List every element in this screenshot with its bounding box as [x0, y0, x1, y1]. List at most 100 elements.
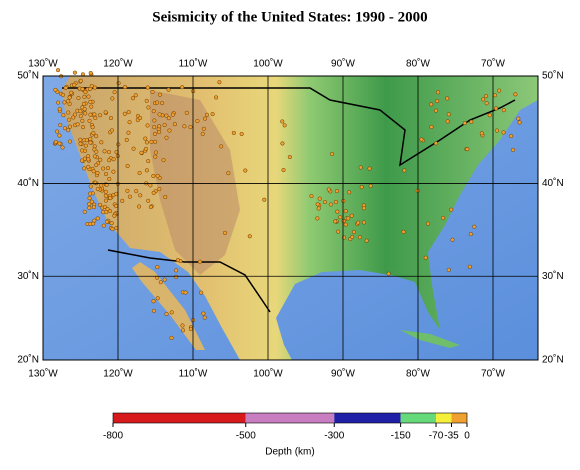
- earthquake-dot: [487, 113, 492, 118]
- earthquake-dot: [91, 221, 96, 226]
- earthquake-dot: [510, 147, 516, 152]
- earthquake-dot: [63, 85, 68, 90]
- earthquake-dot: [80, 125, 86, 130]
- earthquake-dot: [155, 265, 160, 270]
- earthquake-dot: [197, 259, 203, 264]
- earthquake-dot: [88, 136, 93, 141]
- x-tick-label: 70˚W: [481, 58, 505, 70]
- earthquake-dot: [162, 277, 167, 282]
- earthquake-dot: [164, 312, 169, 317]
- earthquake-dot: [144, 98, 149, 103]
- earthquake-dot: [440, 215, 446, 220]
- x-tick-label: 80˚W: [406, 58, 430, 70]
- earthquake-dot: [152, 125, 157, 130]
- earthquake-dot: [67, 139, 73, 144]
- earthquake-dot: [494, 128, 500, 133]
- earthquake-dot: [167, 128, 172, 133]
- earthquake-dot: [357, 235, 362, 240]
- colorbar-tick-label: -800: [103, 431, 123, 442]
- earthquake-dot: [201, 311, 206, 316]
- earthquake-dot: [81, 101, 87, 106]
- x-tick-label: 90˚W: [331, 368, 355, 380]
- earthquake-dot: [82, 166, 87, 171]
- earthquake-dot: [188, 125, 193, 130]
- earthquake-dot: [72, 70, 77, 75]
- earthquake-dot: [66, 128, 71, 133]
- earthquake-dot: [104, 219, 109, 224]
- earthquake-dot: [83, 89, 88, 95]
- earthquake-dot: [148, 204, 153, 210]
- earthquake-dot: [315, 216, 320, 221]
- earthquake-dot: [217, 80, 222, 85]
- earthquake-dot: [157, 187, 162, 192]
- colorbar-tick-label: -35: [444, 431, 459, 442]
- earthquake-dot: [231, 130, 236, 136]
- earthquake-dot: [419, 137, 424, 142]
- earthquake-dot: [316, 206, 321, 211]
- earthquake-dot: [152, 118, 157, 123]
- earthquake-dot: [368, 183, 373, 188]
- earthquake-dot: [202, 116, 208, 121]
- earthquake-dot: [88, 191, 93, 196]
- earthquake-dot: [94, 134, 99, 139]
- earthquake-dot: [97, 113, 103, 118]
- earthquake-dot: [361, 220, 367, 225]
- earthquake-dot: [143, 136, 148, 141]
- earthquake-dot: [423, 255, 428, 260]
- earthquake-dot: [130, 96, 135, 101]
- colorbar-segment: [334, 413, 401, 423]
- x-tick-label: 130˚W: [28, 368, 58, 380]
- earthquake-dot: [76, 95, 81, 101]
- earthquake-dot: [433, 141, 439, 146]
- earthquake-dot: [80, 86, 85, 92]
- earthquake-dot: [280, 141, 285, 146]
- colorbar-segment: [400, 413, 437, 423]
- earthquake-dot: [351, 229, 357, 235]
- earthquake-dot: [111, 169, 116, 174]
- earthquake-dot: [188, 326, 193, 332]
- map-frame: [42, 75, 539, 361]
- map-area: [43, 76, 538, 360]
- earthquake-dot: [87, 196, 92, 201]
- earthquake-dot: [341, 219, 346, 224]
- earthquake-dot: [386, 271, 391, 276]
- y-tick-label: 30˚N: [542, 270, 564, 282]
- earthquake-dot: [336, 229, 341, 234]
- earthquake-dot: [163, 194, 168, 200]
- earthquake-dot: [91, 169, 96, 174]
- earthquake-dot: [181, 328, 186, 333]
- earthquake-dot: [110, 227, 115, 232]
- earthquake-dot: [166, 87, 171, 92]
- earthquake-dot: [152, 131, 158, 136]
- earthquake-dot: [122, 85, 128, 90]
- earthquake-dot: [281, 168, 286, 173]
- earthquake-dot: [78, 114, 83, 119]
- earthquake-dot: [91, 205, 96, 210]
- colorbar-segment: [436, 413, 452, 423]
- earthquake-dot: [87, 201, 92, 207]
- y-tick-label: 20˚N: [542, 354, 564, 366]
- earthquake-dot: [138, 193, 143, 198]
- earthquake-dot: [170, 112, 175, 117]
- earthquake-dot: [401, 229, 406, 234]
- earthquake-dot: [110, 96, 115, 101]
- colorbar-label: Depth (km): [265, 447, 314, 458]
- earthquake-dot: [102, 204, 107, 209]
- earthquake-dot: [155, 296, 160, 301]
- rockies: [150, 90, 240, 275]
- earthquake-dot: [103, 198, 108, 203]
- earthquake-dot: [149, 139, 154, 144]
- earthquake-dot: [145, 85, 150, 90]
- earthquake-dot: [462, 121, 467, 126]
- colorbar-tick-label: -300: [324, 431, 344, 442]
- earthquake-dot: [57, 107, 62, 112]
- earthquake-dot: [66, 99, 71, 104]
- earthquake-dot: [146, 198, 151, 203]
- earthquake-dot: [435, 99, 440, 104]
- earthquake-dot: [126, 130, 131, 135]
- earthquake-dot: [174, 274, 179, 279]
- earthquake-dot: [143, 146, 149, 151]
- earthquake-dot: [72, 82, 77, 88]
- earthquake-dot: [86, 164, 91, 170]
- earthquake-dot: [137, 170, 142, 175]
